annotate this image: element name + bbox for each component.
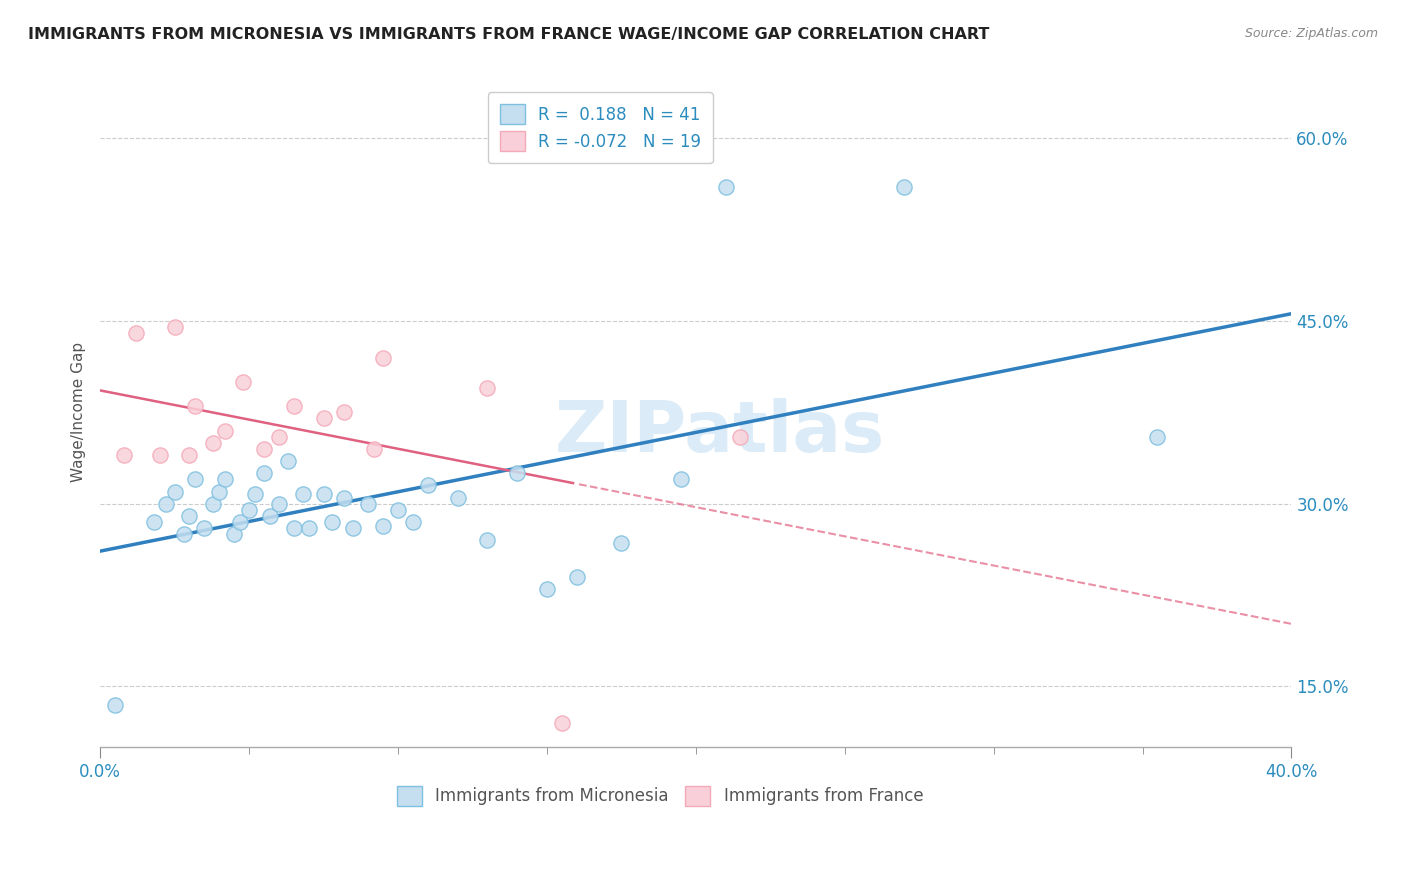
Point: [402, 515, 425, 529]
Point: [232, 375, 254, 389]
Point: [312, 411, 335, 425]
Point: [297, 521, 319, 535]
Point: [184, 399, 207, 413]
Point: [202, 435, 225, 450]
Point: [224, 527, 246, 541]
Point: [214, 472, 236, 486]
Point: [333, 491, 356, 505]
Point: [312, 487, 335, 501]
Point: [267, 497, 290, 511]
Point: [155, 497, 177, 511]
Point: [259, 508, 281, 523]
Point: [184, 472, 207, 486]
Point: [238, 503, 260, 517]
Point: [536, 582, 558, 596]
Point: [229, 515, 252, 529]
Point: [357, 497, 380, 511]
Point: [163, 484, 186, 499]
Point: [179, 448, 201, 462]
Point: [104, 698, 127, 712]
Point: [142, 515, 165, 529]
Point: [243, 487, 266, 501]
Point: [506, 467, 529, 481]
Point: [477, 381, 499, 395]
Point: [283, 521, 305, 535]
Point: [1146, 430, 1168, 444]
Point: [202, 497, 225, 511]
Point: [173, 527, 195, 541]
Point: [371, 351, 394, 365]
Point: [253, 442, 276, 456]
Point: [321, 515, 343, 529]
Point: [669, 472, 692, 486]
Point: [253, 467, 276, 481]
Point: [363, 442, 385, 456]
Point: [214, 424, 236, 438]
Point: [283, 399, 305, 413]
Point: [291, 487, 314, 501]
Point: [551, 716, 574, 731]
Text: ZIPatlas: ZIPatlas: [554, 398, 884, 467]
Point: [565, 570, 588, 584]
Point: [730, 430, 752, 444]
Point: [342, 521, 364, 535]
Point: [193, 521, 215, 535]
Point: [610, 535, 633, 549]
Point: [112, 448, 135, 462]
Point: [267, 430, 290, 444]
Text: Source: ZipAtlas.com: Source: ZipAtlas.com: [1244, 27, 1378, 40]
Point: [387, 503, 409, 517]
Point: [893, 180, 915, 194]
Text: IMMIGRANTS FROM MICRONESIA VS IMMIGRANTS FROM FRANCE WAGE/INCOME GAP CORRELATION: IMMIGRANTS FROM MICRONESIA VS IMMIGRANTS…: [28, 27, 990, 42]
Point: [333, 405, 356, 419]
Point: [416, 478, 439, 492]
Legend: Immigrants from Micronesia, Immigrants from France: Immigrants from Micronesia, Immigrants f…: [389, 779, 929, 813]
Point: [371, 518, 394, 533]
Point: [208, 484, 231, 499]
Point: [446, 491, 468, 505]
Point: [277, 454, 299, 468]
Point: [163, 320, 186, 334]
Point: [179, 508, 201, 523]
Point: [125, 326, 148, 341]
Point: [149, 448, 172, 462]
Y-axis label: Wage/Income Gap: Wage/Income Gap: [72, 343, 86, 483]
Point: [477, 533, 499, 548]
Point: [714, 180, 737, 194]
